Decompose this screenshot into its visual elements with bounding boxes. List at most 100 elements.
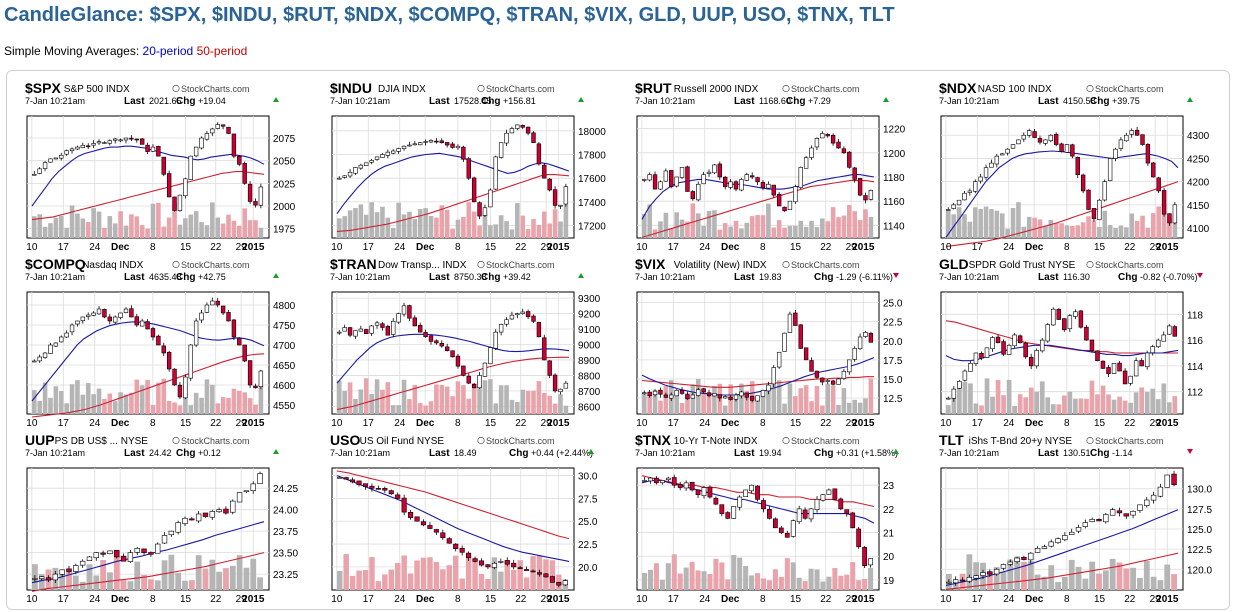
candle-body xyxy=(1048,134,1053,142)
candle xyxy=(1156,176,1161,194)
x-tick-label: Dec xyxy=(111,242,130,253)
candle xyxy=(374,156,380,161)
candle xyxy=(358,163,364,170)
candle xyxy=(477,372,482,389)
candle xyxy=(857,178,863,197)
candle-body xyxy=(210,300,215,306)
volume-bar xyxy=(1106,394,1111,414)
candle xyxy=(1021,555,1027,561)
volume-bar xyxy=(450,228,455,238)
candle xyxy=(1102,179,1107,202)
chart-panel-uso[interactable]: USO US Oil Fund NYSE StockCharts.com 7-Jan … xyxy=(329,432,619,610)
y-tick-label: 1160 xyxy=(883,197,905,208)
candle-body xyxy=(1172,204,1178,224)
volume-bar xyxy=(337,570,343,590)
chg-value: +156.81 xyxy=(503,96,536,106)
volume-bar xyxy=(407,399,412,414)
chart-panel-gld[interactable]: GLD SPDR Gold Trust NYSE StockCharts.com 7-… xyxy=(938,256,1228,434)
volume-bar xyxy=(552,209,558,238)
candle-body xyxy=(1028,356,1034,367)
candle-body xyxy=(414,516,420,522)
watermark-text: StockCharts.com xyxy=(791,436,860,446)
candle-body xyxy=(168,530,175,536)
volume-bar xyxy=(439,384,445,414)
watermark-text: StockCharts.com xyxy=(181,84,250,94)
volume-bar xyxy=(420,557,427,590)
candle-body xyxy=(69,148,75,152)
candle-body xyxy=(139,320,145,327)
volume-bar xyxy=(1129,213,1135,238)
chart-panel-vix[interactable]: $VIX Volatility (New) INDX StockCharts.com… xyxy=(634,256,924,434)
sma50-line xyxy=(31,171,265,221)
candle-body xyxy=(369,485,375,489)
chart-symbol: $VIX xyxy=(635,256,666,272)
candle xyxy=(59,569,65,577)
candle xyxy=(412,315,417,327)
candle-body xyxy=(648,477,653,482)
candle xyxy=(1116,507,1123,517)
candle xyxy=(1021,132,1026,142)
volume-bar xyxy=(1064,225,1070,238)
candle xyxy=(674,389,679,397)
volume-bar xyxy=(868,378,874,414)
candle-body xyxy=(536,572,543,575)
candle xyxy=(491,561,497,570)
volume-bar xyxy=(967,221,973,238)
candle-body xyxy=(798,167,803,188)
chart-panel-indu[interactable]: $INDU DJIA INDX StockCharts.com 7-Jan 10:21… xyxy=(329,80,619,258)
chart-panel-tlt[interactable]: TLT iShs T-Bnd 20+y NYSE StockCharts.com 7-… xyxy=(938,432,1228,610)
candle xyxy=(1010,144,1016,149)
volume-bar xyxy=(520,215,526,238)
chart-panel-ndx[interactable]: $NDX NASD 100 INDX StockCharts.com 7-Jan 10… xyxy=(938,80,1228,258)
candle xyxy=(685,165,690,192)
candle xyxy=(482,204,488,218)
candle xyxy=(844,509,850,517)
chart-panel-rut[interactable]: $RUT Russell 2000 INDX StockCharts.com 7-Ja… xyxy=(634,80,924,258)
candle xyxy=(1080,173,1086,194)
candle-body xyxy=(990,337,995,350)
candle-body xyxy=(803,347,809,361)
volume-bar xyxy=(1082,578,1089,590)
chart-panel-compq[interactable]: $COMPQ Nasdaq INDX StockCharts.com 7-Jan 10… xyxy=(24,256,314,434)
volume-bar xyxy=(226,214,231,238)
volume-bar xyxy=(820,405,825,414)
volume-bar xyxy=(1084,398,1089,414)
candle-body xyxy=(477,202,482,217)
volume-bar xyxy=(229,565,236,590)
y-tick-label: 23 xyxy=(883,481,895,492)
candle-body xyxy=(145,144,150,152)
volume-bar xyxy=(123,225,129,238)
candle-body xyxy=(1075,527,1082,532)
chart-panel-tnx[interactable]: $TNX 10-Yr T-Note INDX StockCharts.com 7-Ja… xyxy=(634,432,924,610)
candle xyxy=(850,511,856,529)
candle-body xyxy=(1117,362,1122,372)
candle xyxy=(679,387,685,395)
volume-bar xyxy=(737,557,743,590)
volume-bar xyxy=(1014,556,1021,590)
candle xyxy=(654,476,659,485)
candle-body xyxy=(1053,134,1059,145)
volume-bar xyxy=(102,398,107,414)
candle-body xyxy=(364,162,369,166)
candle-body xyxy=(91,143,96,146)
last-label: Last xyxy=(734,272,755,283)
chg-value: -0.82 (-0.70%) xyxy=(1140,272,1198,282)
candle xyxy=(1056,308,1062,321)
chart-panel-uup[interactable]: UUP PS DB US$ ... NYSE StockCharts.com 7-Ja… xyxy=(24,432,314,610)
candle-body xyxy=(967,190,973,193)
volume-bar xyxy=(701,388,706,414)
candle-body xyxy=(471,383,477,389)
volume-bar xyxy=(439,205,445,238)
candle xyxy=(374,320,380,329)
chart-panel-tran[interactable]: $TRAN Dow Transp... INDX StockCharts.com 7-… xyxy=(329,256,619,434)
volume-bar xyxy=(1032,217,1037,238)
volume-bar xyxy=(154,580,161,590)
sma-50-label: 50-period xyxy=(196,44,248,58)
candle-body xyxy=(761,500,766,510)
candle xyxy=(733,180,739,192)
volume-bar xyxy=(1161,383,1167,414)
candle xyxy=(706,169,712,177)
x-tick-label: 17 xyxy=(363,242,375,253)
chart-panel-spx[interactable]: $SPX S&P 500 INDX StockCharts.com 7-Jan 10:… xyxy=(24,80,314,258)
